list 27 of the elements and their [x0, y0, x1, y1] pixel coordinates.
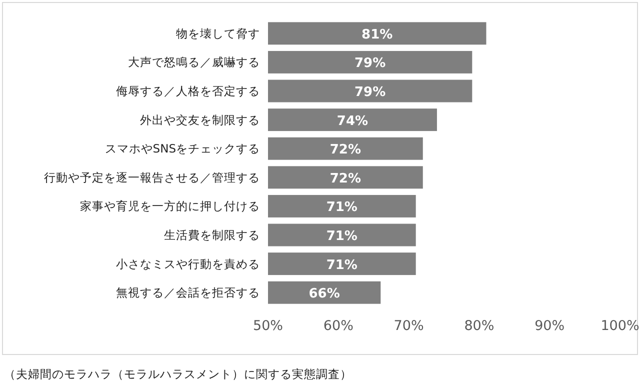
- y-tick-label: 小さなミスや行動を責める: [116, 256, 260, 271]
- x-tick-label: 70%: [394, 318, 424, 334]
- x-tick-label: 50%: [252, 318, 284, 334]
- y-tick-label: スマホやSNSをチェックする: [104, 142, 260, 156]
- y-tick-label: 外出や交友を制限する: [140, 112, 260, 127]
- data-label: 74%: [336, 114, 368, 129]
- y-tick-label: 無視する／会話を拒否する: [116, 286, 260, 300]
- x-tick-label: 80%: [464, 318, 494, 334]
- data-label: 71%: [326, 258, 358, 273]
- y-tick-label: 家事や育児を一方的に押し付ける: [80, 199, 260, 214]
- data-label: 71%: [326, 229, 358, 244]
- y-tick-label: 侮辱する／人格を否定する: [116, 84, 260, 98]
- data-label: 79%: [354, 56, 386, 72]
- x-tick-label: 60%: [323, 318, 354, 334]
- y-tick-label: 生活費を制限する: [164, 228, 260, 242]
- data-label: 66%: [308, 286, 340, 302]
- text: （夫婦間のモラハラ（モラルハラスメント）に関する実態調査）: [4, 367, 352, 381]
- y-tick-label: 行動や予定を逐一報告させる／管理する: [44, 170, 260, 184]
- y-tick-label: 物を壊して脅す: [176, 26, 260, 40]
- data-label: 79%: [354, 85, 386, 100]
- x-tick-label: 100%: [600, 318, 640, 334]
- data-label: 81%: [362, 27, 393, 42]
- x-tick-label: 90%: [534, 318, 565, 334]
- data-label: 72%: [330, 142, 362, 158]
- data-label: 72%: [330, 171, 362, 186]
- data-label: 71%: [326, 200, 358, 216]
- y-tick-label: 大声で怒鳴る／威嚇する: [128, 55, 260, 70]
